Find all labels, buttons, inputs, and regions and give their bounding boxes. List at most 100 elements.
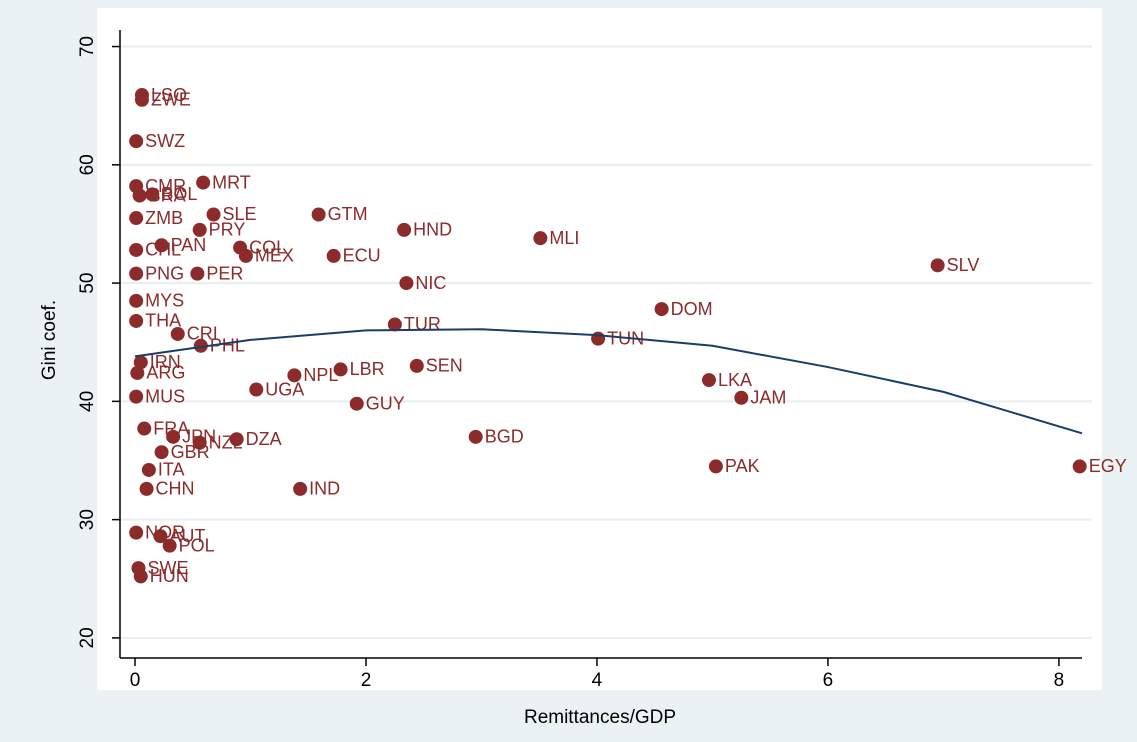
- point-label: DZA: [246, 429, 282, 449]
- point-label: PAN: [171, 235, 207, 255]
- point: [162, 538, 177, 553]
- point-label: ARG: [146, 363, 185, 383]
- point: [287, 368, 302, 383]
- point: [129, 389, 144, 404]
- point-label: POL: [179, 535, 215, 555]
- x-tick-label: 8: [1054, 670, 1065, 691]
- point-label: BGD: [485, 427, 524, 447]
- point-label: PER: [206, 263, 243, 283]
- point: [137, 421, 152, 436]
- y-tick-label: 60: [77, 154, 98, 175]
- point: [701, 373, 716, 388]
- point: [129, 242, 144, 257]
- point-label: SWE: [147, 558, 188, 578]
- y-tick-label: 50: [77, 273, 98, 294]
- point: [192, 435, 207, 450]
- point: [311, 207, 326, 222]
- point-label: IRN: [150, 352, 181, 372]
- point: [129, 266, 144, 281]
- point: [930, 258, 945, 273]
- y-tick-label: 20: [77, 627, 98, 648]
- fit-line: [134, 328, 1083, 435]
- point-label: TUR: [404, 314, 441, 334]
- point-label: LKA: [718, 370, 752, 390]
- point-label: SEN: [426, 356, 463, 376]
- point: [333, 362, 348, 377]
- x-tick-label: 0: [130, 670, 141, 691]
- point-label: MUS: [145, 386, 185, 406]
- point-label: MYS: [145, 291, 184, 311]
- point: [133, 355, 148, 370]
- y-axis-label: Gini coef.: [39, 300, 60, 380]
- point: [130, 365, 145, 380]
- point: [129, 525, 144, 540]
- point-label: SLV: [947, 255, 980, 275]
- point-label: MLI: [549, 228, 579, 248]
- point: [129, 313, 144, 328]
- point-label: NIC: [415, 273, 446, 293]
- point-label: NPL: [303, 365, 338, 385]
- point: [734, 390, 749, 405]
- point: [170, 326, 185, 341]
- point-label: JPN: [182, 427, 216, 447]
- point: [145, 187, 160, 202]
- x-axis-label: Remittances/GDP: [524, 707, 676, 728]
- plot-area: [97, 8, 1102, 690]
- point-label: MRT: [212, 172, 251, 192]
- point: [133, 569, 148, 584]
- point: [249, 382, 264, 397]
- point-label: LBR: [350, 359, 385, 379]
- point-label: COL: [249, 237, 286, 257]
- point-label: ZWE: [151, 90, 191, 110]
- point: [139, 481, 154, 496]
- point-label: CRI: [187, 324, 218, 344]
- point: [293, 481, 308, 496]
- point: [153, 529, 168, 544]
- point: [154, 238, 169, 253]
- point: [192, 222, 207, 237]
- point: [591, 331, 606, 346]
- point: [409, 358, 424, 373]
- x-tick-label: 2: [361, 670, 372, 691]
- x-tick-label: 4: [592, 670, 603, 691]
- point: [193, 338, 208, 353]
- point-label: ZMB: [145, 208, 183, 228]
- point: [326, 248, 341, 263]
- point-label: THA: [145, 311, 181, 331]
- point-label: DOM: [671, 299, 713, 319]
- point: [206, 207, 221, 222]
- point-label: GTM: [328, 204, 368, 224]
- point: [190, 266, 205, 281]
- point-label: MEX: [255, 246, 294, 266]
- point-label: JAM: [750, 388, 786, 408]
- point-label: EGY: [1089, 456, 1127, 476]
- point-label: CHN: [156, 479, 195, 499]
- point: [134, 92, 149, 107]
- point: [399, 276, 414, 291]
- y-tick-label: 40: [77, 391, 98, 412]
- point: [387, 317, 402, 332]
- point-label: GBR: [171, 442, 210, 462]
- x-tick-label: 6: [823, 670, 834, 691]
- y-tick-label: 30: [77, 509, 98, 530]
- point-label: ITA: [158, 460, 185, 480]
- point: [129, 134, 144, 149]
- point: [708, 459, 723, 474]
- point-label: GUY: [366, 393, 405, 413]
- point-label: CHL: [145, 240, 181, 260]
- point-label: SLE: [223, 204, 257, 224]
- point-label: ECU: [343, 246, 381, 266]
- point: [154, 445, 169, 460]
- point-label: NZL: [209, 433, 243, 453]
- point-label: AUT: [169, 526, 205, 546]
- point: [229, 432, 244, 447]
- point-label: LSO: [151, 85, 187, 105]
- point: [1072, 459, 1087, 474]
- point: [238, 248, 253, 263]
- point: [129, 293, 144, 308]
- point: [141, 462, 156, 477]
- point: [349, 396, 364, 411]
- point: [166, 429, 181, 444]
- point: [397, 222, 412, 237]
- point-label: FRA: [153, 418, 189, 438]
